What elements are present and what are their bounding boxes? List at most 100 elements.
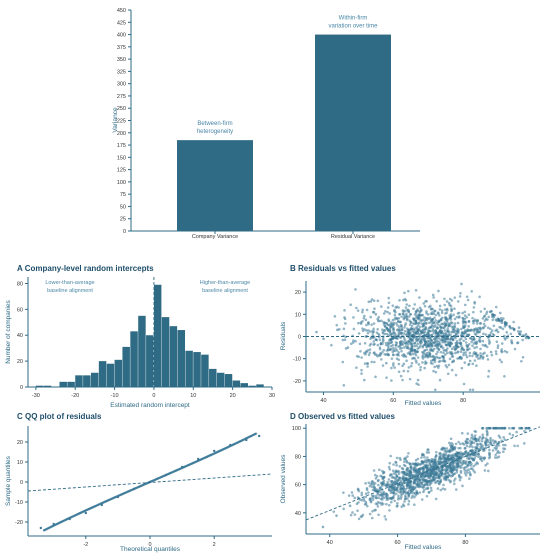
y-axis-title: Sample quantiles [5,455,12,506]
point [445,458,449,461]
point [421,354,425,357]
y-tick-label: 20 [17,359,23,365]
point [513,347,517,351]
point [420,453,424,457]
point [456,312,460,315]
point [356,309,360,312]
point [377,513,380,517]
point [478,356,482,360]
point [379,352,382,355]
point [379,342,383,346]
point [378,501,382,505]
point [428,348,432,352]
point [435,299,439,303]
point [425,451,429,454]
point [478,295,481,299]
point [485,345,489,349]
point [360,372,363,375]
x-tick-label: -10 [111,393,119,399]
point [401,312,405,316]
point [421,325,424,328]
point [464,353,468,357]
point [451,459,455,462]
identity-line [305,426,541,521]
point [445,323,448,327]
histogram-bar [177,330,186,387]
point [456,345,460,349]
point [408,319,411,322]
point [423,478,426,482]
bar-annotation: variation over time [328,24,378,30]
bar-annotation: Between-firm [197,121,232,127]
point [450,441,453,445]
point [425,351,429,355]
point [438,356,442,360]
point [473,434,477,437]
point [467,477,471,480]
point [356,509,359,512]
point [425,465,429,468]
point [384,309,387,313]
point [479,352,482,355]
y-tick-label: 80 [295,454,301,460]
point [428,479,432,483]
point [438,451,442,455]
point [396,324,399,327]
point [196,457,200,461]
point [503,336,506,340]
point [421,318,425,322]
point [448,357,452,361]
point [475,328,479,332]
point [364,482,367,485]
point [389,497,393,500]
scatter-points [321,426,531,529]
x-axis-title: Fitted values [405,544,443,551]
point [467,313,471,316]
point [365,350,368,354]
point [434,319,437,322]
point [376,505,380,508]
y-axis-title: Residuals [280,321,287,350]
y-tick-label: 0 [298,335,301,341]
point [437,320,441,323]
point [84,511,87,515]
point [430,307,433,310]
point [377,496,380,500]
point [397,316,401,320]
point [385,492,388,496]
point [397,478,401,481]
point [433,337,436,341]
point [379,474,382,478]
point [393,484,397,488]
point [527,426,531,430]
point [423,330,427,334]
point [400,493,403,497]
bar [315,34,391,231]
point [373,509,376,512]
point [470,340,473,344]
point [453,317,457,321]
point [486,326,490,330]
point [445,466,449,469]
point [373,473,377,477]
point [426,468,430,471]
point [482,332,485,336]
point [366,331,370,335]
point [484,343,487,347]
point [439,479,442,483]
point [372,469,376,472]
point [357,332,361,335]
point [502,436,505,439]
point [404,333,408,336]
point [496,344,500,347]
point [418,344,422,348]
point [452,313,455,317]
point [503,374,506,378]
point [357,517,361,521]
point [437,462,440,466]
point [349,513,353,517]
point [490,353,494,357]
point [413,342,417,345]
point [443,303,446,307]
y-tick-label: 125 [117,168,126,174]
